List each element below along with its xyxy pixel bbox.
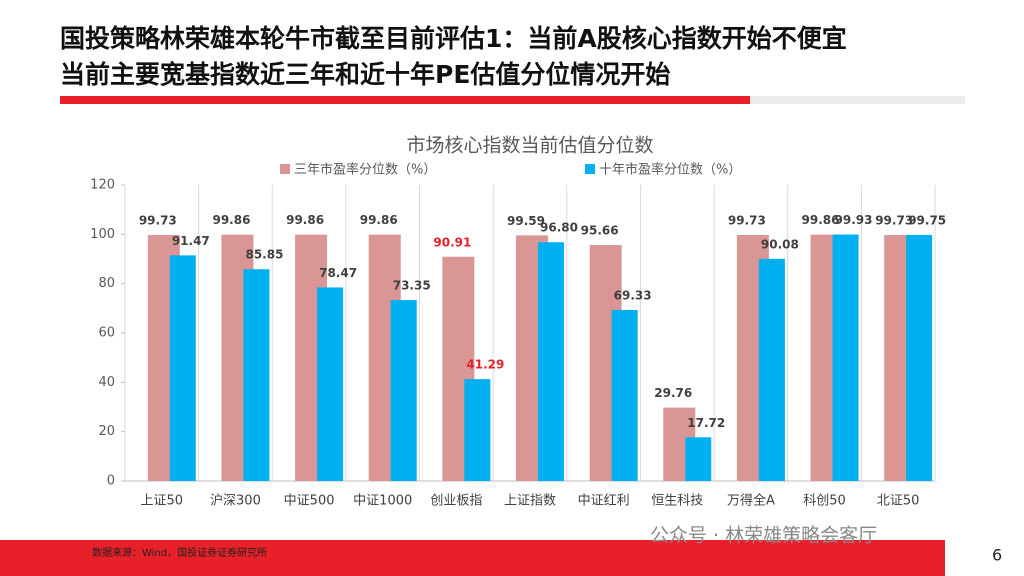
y-tick-label: 100 xyxy=(90,227,115,242)
page-number: 6 xyxy=(992,546,1002,565)
y-tick-label: 40 xyxy=(98,375,115,390)
source-note: 数据来源：Wind，国投证券证券研究所 xyxy=(92,546,267,559)
x-tick-label: 恒生科技 xyxy=(651,494,703,509)
value-label: 69.33 xyxy=(614,288,652,302)
value-label: 99.86 xyxy=(212,213,250,227)
bar xyxy=(538,242,564,481)
value-label: 99.86 xyxy=(802,213,840,227)
bar xyxy=(758,258,785,481)
chart-title: 市场核心指数当前估值分位数 xyxy=(406,135,653,157)
value-label: 78.47 xyxy=(319,266,357,280)
x-tick-label: 中证500 xyxy=(284,494,335,509)
value-label: 73.35 xyxy=(393,279,431,293)
y-tick-label: 20 xyxy=(98,424,115,439)
y-tick-label: 80 xyxy=(98,276,115,291)
value-label: 99.75 xyxy=(908,213,946,227)
x-tick-label: 科创50 xyxy=(803,494,846,509)
x-tick-label: 上证50 xyxy=(141,494,184,509)
legend-swatch xyxy=(585,164,595,174)
value-label: 99.73 xyxy=(728,213,766,227)
value-label: 99.73 xyxy=(139,213,177,227)
slide-title: 当前主要宽基指数近三年和近十年PE估值分位情况开始 xyxy=(60,60,670,89)
value-label: 96.80 xyxy=(540,221,578,235)
x-tick-label: 万得全A xyxy=(727,493,775,509)
x-tick-label: 上证指数 xyxy=(504,494,556,509)
value-label: 90.91 xyxy=(433,235,471,249)
bar xyxy=(685,437,712,481)
slide-title: 国投策略林荣雄本轮牛市截至目前评估1：当前A股核心指数开始不便宜 xyxy=(60,24,847,53)
bar xyxy=(243,269,270,481)
x-tick-label: 创业板指 xyxy=(430,494,482,509)
legend-label: 三年市盈率分位数（%） xyxy=(294,162,436,178)
x-tick-label: 中证1000 xyxy=(353,494,412,509)
value-label: 99.86 xyxy=(286,213,324,227)
x-tick-label: 北证50 xyxy=(877,494,920,509)
value-label: 99.86 xyxy=(360,213,398,227)
bar xyxy=(317,287,344,481)
legend-swatch xyxy=(280,164,290,174)
footer-bar xyxy=(0,540,945,576)
value-label: 29.76 xyxy=(654,386,692,400)
watermark: 公众号 · 林荣雄策略会客厅 xyxy=(650,525,877,547)
bar xyxy=(832,234,859,481)
bar xyxy=(906,234,933,481)
title-underline xyxy=(60,96,750,104)
value-label: 99.93 xyxy=(835,213,873,227)
y-tick-label: 0 xyxy=(107,474,115,489)
value-label: 17.72 xyxy=(687,416,725,430)
bar xyxy=(611,309,638,481)
value-label: 99.59 xyxy=(507,214,545,228)
bar xyxy=(390,300,417,481)
value-label: 90.08 xyxy=(761,237,799,251)
legend-label: 十年市盈率分位数（%） xyxy=(599,162,741,178)
value-label: 91.47 xyxy=(172,234,210,248)
value-label: 85.85 xyxy=(245,248,283,262)
y-tick-label: 60 xyxy=(98,326,115,341)
value-label: 41.29 xyxy=(466,358,504,372)
bar xyxy=(169,255,196,481)
x-tick-label: 沪深300 xyxy=(210,493,261,509)
bar xyxy=(464,379,491,481)
y-tick-label: 120 xyxy=(90,178,115,193)
chart: 0 20 40 60 80 100 120 三年市盈率分位数（%） 十年市盈率分位数（%） 上证5… xyxy=(90,162,946,509)
title-underline-tail xyxy=(750,96,965,104)
value-label: 95.66 xyxy=(581,224,619,238)
x-tick-label: 中证红利 xyxy=(578,493,630,509)
value-label: 99.73 xyxy=(875,213,913,227)
